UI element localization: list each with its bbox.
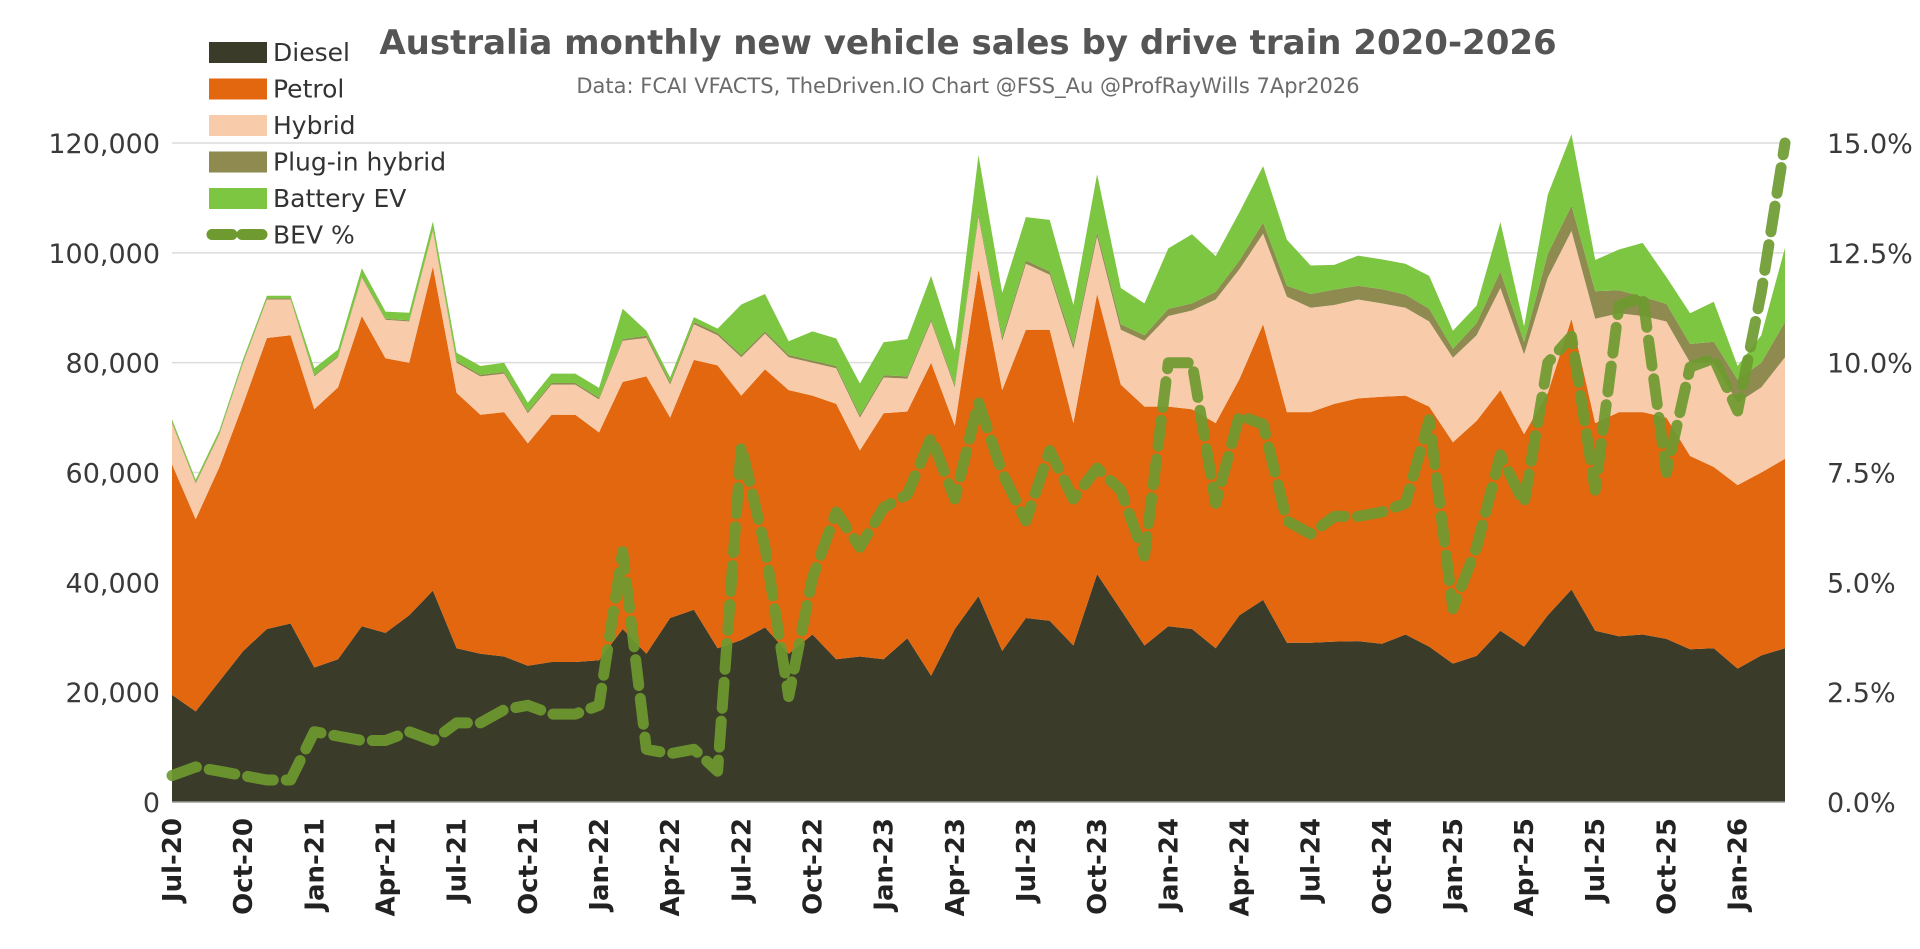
y2-tick-label: 10.0% (1827, 349, 1913, 380)
legend-item-hybrid: Hybrid (209, 111, 356, 140)
x-tick-label: Jan-22 (585, 818, 615, 913)
x-tick-label: Jul-21 (443, 818, 473, 904)
y2-tick-label: 15.0% (1827, 129, 1913, 160)
legend-label: Plug-in hybrid (273, 148, 446, 177)
legend-item-battery-ev: Battery EV (209, 184, 406, 213)
x-tick-label: Jul-23 (1012, 818, 1042, 904)
legend-swatch (209, 188, 267, 209)
bev-percent-line-layer (166, 137, 1791, 786)
x-tick-label: Jul-22 (727, 818, 757, 904)
area-battery-ev (172, 134, 1785, 483)
x-tick-label: Oct-20 (229, 818, 259, 915)
y-tick-label: 0 (143, 788, 160, 819)
legend: Diesel Petrol Hybrid Plug-in hybrid Battery … (206, 38, 446, 250)
legend-item-plug-in-hybrid: Plug-in hybrid (209, 148, 446, 177)
x-tick-label: Apr-23 (941, 818, 971, 917)
bev-percent-line (166, 137, 1791, 786)
x-tick-label: Jul-20 (158, 818, 188, 904)
area-petrol (172, 266, 1785, 712)
legend-swatch (209, 42, 267, 63)
area-plug-in-hybrid (172, 205, 1785, 484)
legend-item-diesel: Diesel (209, 38, 350, 67)
x-tick-label: Jan-23 (870, 818, 900, 913)
legend-label: Hybrid (273, 111, 356, 140)
x-tick-label: Jan-25 (1439, 818, 1469, 913)
y2-tick-label: 2.5% (1827, 678, 1896, 709)
y-tick-label: 60,000 (66, 459, 160, 490)
x-tick-label: Apr-25 (1510, 818, 1540, 917)
x-tick-label: Jul-24 (1297, 818, 1327, 904)
legend-label: BEV % (273, 221, 355, 250)
y-tick-label: 120,000 (48, 129, 160, 160)
y-tick-label: 80,000 (66, 349, 160, 380)
x-tick-label: Oct-21 (514, 818, 544, 915)
x-tick-label: Apr-24 (1225, 818, 1255, 917)
x-tick-label: Oct-23 (1083, 818, 1113, 915)
legend-label: Diesel (273, 38, 350, 67)
x-tick-label: Jan-26 (1724, 818, 1754, 913)
legend-label: Petrol (273, 75, 344, 104)
y-tick-label: 20,000 (66, 678, 160, 709)
chart-title: Australia monthly new vehicle sales by d… (379, 23, 1556, 63)
y-tick-label: 100,000 (48, 239, 160, 270)
chart-subtitle: Data: FCAI VFACTS, TheDriven.IO Chart @F… (576, 74, 1359, 99)
x-tick-label: Apr-22 (656, 818, 686, 917)
x-tick-label: Oct-25 (1652, 818, 1682, 915)
x-tick-label: Jan-21 (300, 818, 330, 913)
y2-tick-label: 5.0% (1827, 568, 1896, 599)
x-tick-label: Oct-24 (1368, 818, 1398, 915)
y2-tick-label: 12.5% (1827, 239, 1913, 270)
axes: 0 20,000 40,000 60,000 80,000 100,000 120,000 0… (48, 129, 1912, 917)
area-hybrid (172, 217, 1785, 520)
y-tick-label: 40,000 (66, 568, 160, 599)
x-tick-label: Oct-22 (798, 818, 828, 915)
legend-label: Battery EV (273, 184, 406, 213)
x-tick-label: Apr-21 (371, 818, 401, 917)
x-tick-label: Jan-24 (1154, 818, 1184, 913)
y2-tick-label: 0.0% (1827, 788, 1896, 819)
legend-swatch (209, 151, 267, 173)
area-diesel (172, 574, 1785, 802)
x-tick-label: Jul-25 (1581, 818, 1611, 904)
legend-item-bev: BEV % (206, 221, 355, 250)
legend-swatch (209, 78, 267, 100)
legend-swatch (209, 115, 267, 136)
stacked-areas (172, 134, 1785, 802)
y2-tick-label: 7.5% (1827, 459, 1896, 490)
legend-item-petrol: Petrol (209, 75, 344, 104)
